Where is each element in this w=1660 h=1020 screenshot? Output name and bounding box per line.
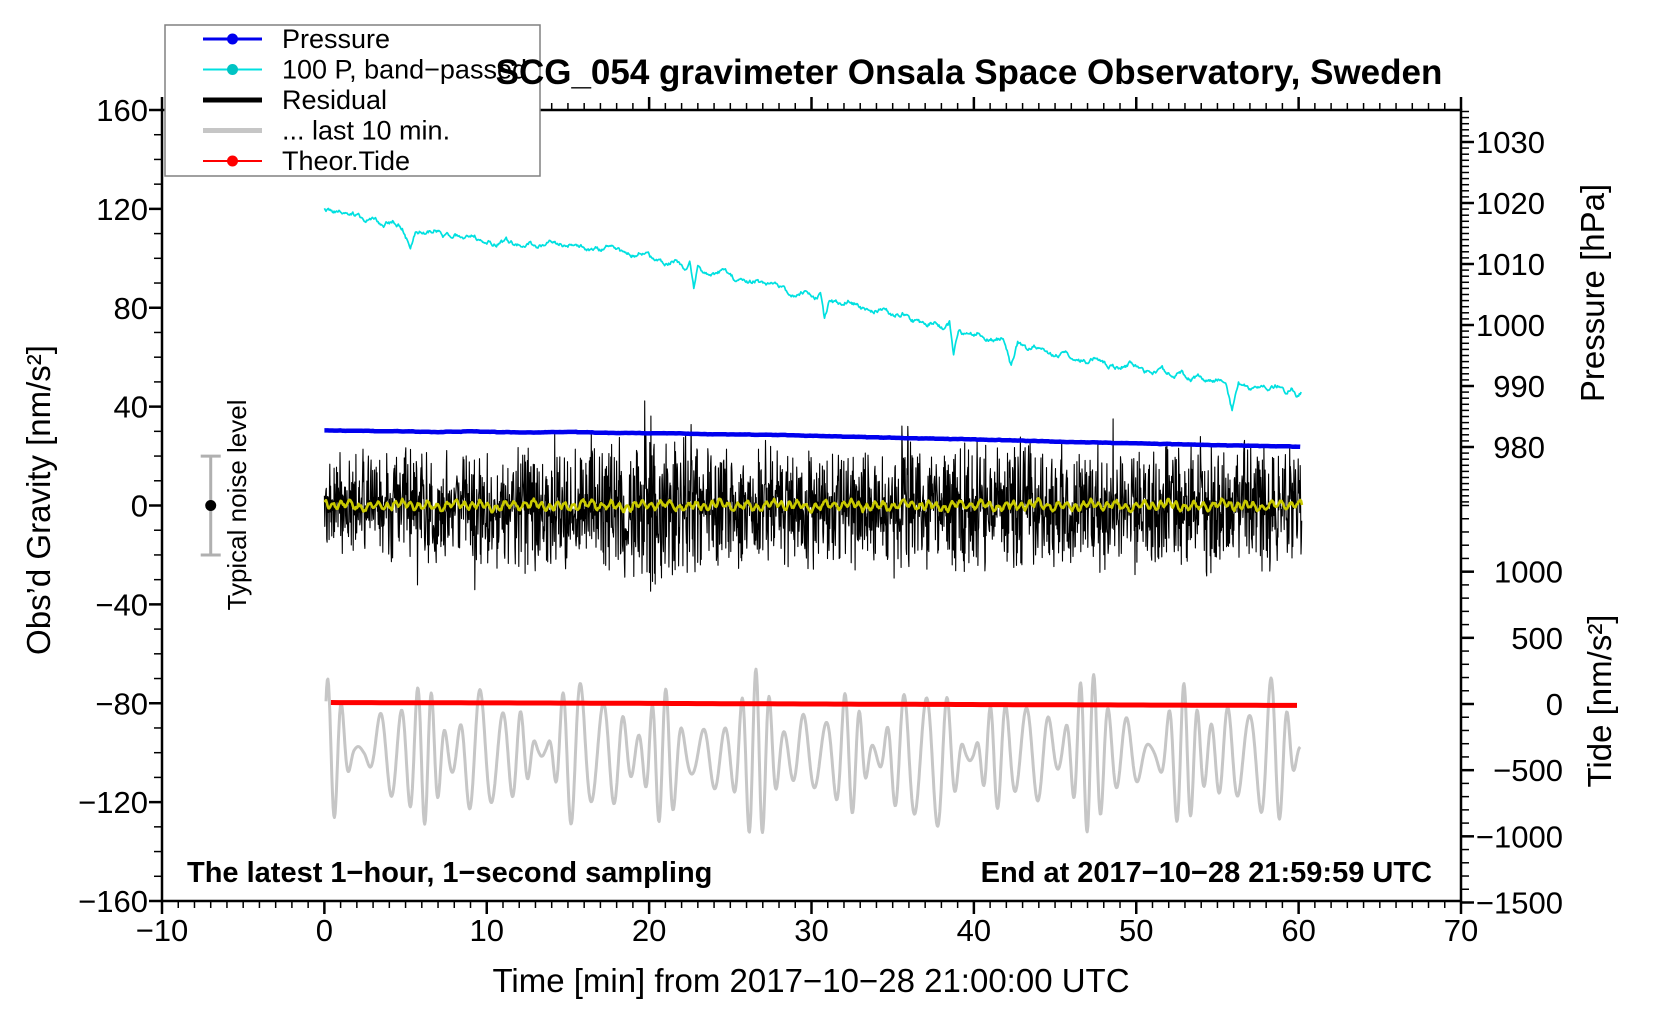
x-tick-label: 30 [794,913,828,948]
x-tick-label: 20 [632,913,666,948]
noise-marker [200,454,221,557]
y-axis-title-gravity: Obs’d Gravity [nm/s²] [20,345,57,655]
gravity-tick-label: −120 [78,785,148,820]
x-tick-label: 50 [1119,913,1153,948]
legend-item-label: ... last 10 min. [282,116,450,146]
legend-dot [227,64,238,75]
x-tick-label: 70 [1444,913,1478,948]
tide-tick-label: −1000 [1476,819,1563,854]
gravity-tick-label: −160 [78,884,148,919]
tide-tick-label: −1500 [1476,885,1563,920]
x-tick-label: 60 [1281,913,1315,948]
series-pressure [323,428,1301,450]
tide-tick-label: 1000 [1494,555,1563,590]
y-axis-title-pressure: Pressure [hPa] [1574,184,1611,402]
gravity-tick-label: 120 [96,192,148,227]
series-layer [323,207,1304,834]
tide-tick-label: 0 [1546,687,1563,722]
noise-level-label: Typical noise level [222,400,252,611]
x-tick-label: 10 [470,913,504,948]
annotation-end-time: End at 2017−10−28 21:59:59 UTC [981,857,1432,889]
legend-item-label: 100 P, band−passed [282,55,527,85]
gravity-tick-label: 160 [96,93,148,128]
y-axis-title-tide: Tide [nm/s²] [1581,615,1618,788]
x-axis-title: Time [min] from 2017−10−28 21:00:00 UTC [492,962,1129,999]
pressure-tick-label: 1020 [1476,186,1545,221]
gravity-tick-label: 80 [114,291,148,326]
legend-item-label: Theor.Tide [282,146,410,176]
series-residual [323,400,1303,592]
annotation-sampling: The latest 1−hour, 1−second sampling [187,857,712,889]
gravity-tick-label: −80 [95,686,148,721]
legend-item-label: Residual [282,85,387,115]
legend-dot [227,33,238,45]
x-tick-label: 0 [316,913,333,948]
pressure-tick-label: 990 [1493,369,1545,404]
gravity-tick-label: 0 [131,489,148,524]
pressure-tick-label: 1010 [1476,247,1545,282]
series-theoretical-tide [330,700,1297,708]
x-tick-label: −10 [136,913,189,948]
pressure-tick-label: 1030 [1476,125,1545,160]
pressure-tick-label: 980 [1493,430,1545,465]
legend-dot [227,155,238,167]
series-residual-last-10-min [324,667,1302,834]
x-tick-label: 40 [957,913,991,948]
series-residual-smoothed [323,497,1304,514]
gravity-tick-label: −40 [95,587,148,622]
tide-tick-label: 500 [1511,621,1563,656]
axes-layer: −10 0 10 20 30 40 50 60 7016012080400−40−80−120−… [78,93,1563,948]
legend-item-label: Pressure [282,24,390,54]
noise-dot [205,500,217,511]
pressure-tick-label: 1000 [1476,308,1545,343]
chart-title: SCG_054 gravimeter Onsala Space Observat… [496,53,1443,92]
series-pressure-bandpassed-x100 [323,207,1302,412]
tide-tick-label: −500 [1493,753,1563,788]
gravity-tick-label: 40 [114,390,148,425]
